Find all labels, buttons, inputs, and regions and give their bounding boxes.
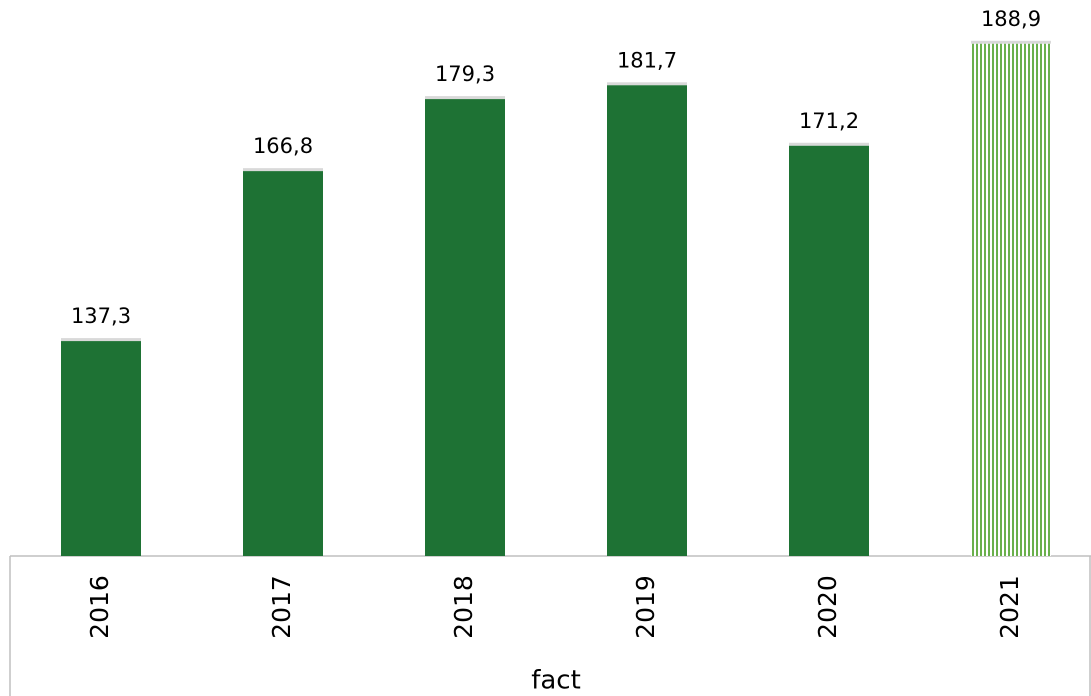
value-label: 188,9	[981, 7, 1041, 31]
bar-shadow	[971, 40, 1051, 44]
bar-shadow	[607, 82, 687, 86]
value-label: 171,2	[799, 109, 859, 133]
bar	[61, 341, 141, 556]
bar	[607, 85, 687, 557]
x-tick-label: 2019	[631, 575, 660, 639]
x-tick-label: 2017	[267, 575, 296, 639]
bar-shadow	[425, 96, 505, 100]
bar	[425, 99, 505, 556]
x-tick-label: 2016	[85, 575, 114, 639]
x-tick-label: 2018	[449, 575, 478, 639]
bar	[789, 145, 869, 556]
bar-shadow	[789, 142, 869, 146]
value-label: 166,8	[253, 134, 313, 158]
bar	[243, 171, 323, 556]
x-tick-label: 2021	[995, 575, 1024, 639]
value-label: 181,7	[617, 48, 677, 72]
x-tick-label: 2020	[813, 575, 842, 639]
bar-shadow	[61, 338, 141, 342]
value-label: 179,3	[435, 62, 495, 86]
group-label: fact	[531, 666, 581, 696]
bar-shadow	[243, 168, 323, 172]
bar	[971, 43, 1051, 557]
value-label: 137,3	[71, 304, 131, 328]
